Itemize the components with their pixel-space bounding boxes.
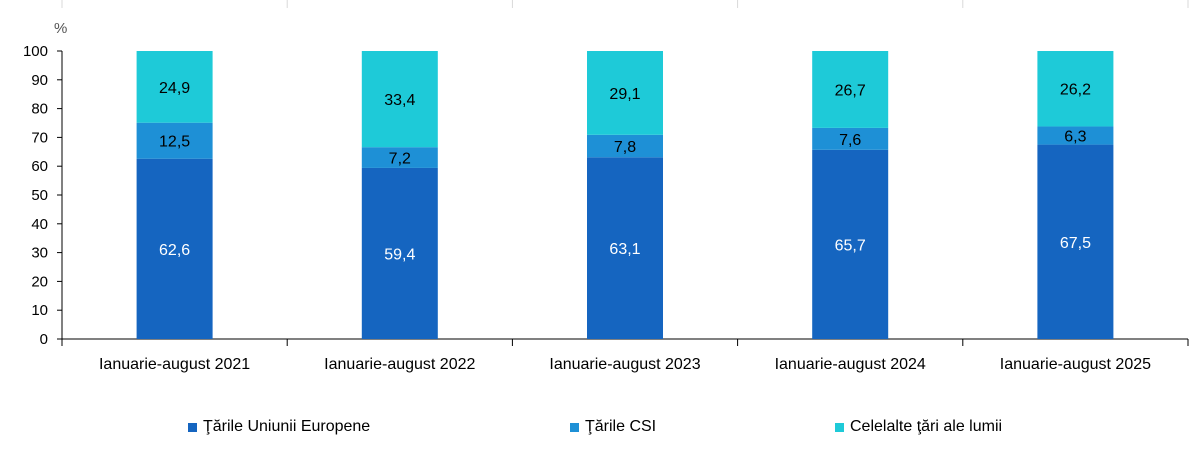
legend-swatch-eu xyxy=(188,422,197,432)
bar-segment xyxy=(587,134,663,158)
x-category-label: Ianuarie-august 2024 xyxy=(775,356,926,373)
legend-label-csi: Ţările CSI xyxy=(585,418,657,435)
chart-legend: Ţările Uniunii Europene Ţările CSI Celel… xyxy=(0,418,1200,442)
data-label: 7,2 xyxy=(389,151,411,168)
bar-segment xyxy=(136,158,213,339)
x-category-label: Ianuarie-august 2025 xyxy=(1000,356,1151,373)
y-tick-label: 70 xyxy=(31,129,48,146)
x-category-label: Ianuarie-august 2021 xyxy=(99,356,250,373)
y-tick-label: 60 xyxy=(31,158,48,175)
y-tick-label: 0 xyxy=(40,331,48,348)
data-label: 65,7 xyxy=(835,237,866,254)
bar-segment xyxy=(812,51,889,128)
data-label: 26,2 xyxy=(1060,82,1091,99)
y-tick-label: 80 xyxy=(31,101,48,118)
x-category-label: Ianuarie-august 2023 xyxy=(549,356,700,373)
bar-segment xyxy=(136,122,213,159)
y-tick-label: 30 xyxy=(31,245,48,262)
bar-segment xyxy=(812,149,889,339)
bar-segment xyxy=(812,127,889,150)
stacked-bar-chart: % 0 10 20 30 40 50 60 70 80 90 100 62,6 12,5 24,9 Ianu… xyxy=(23,0,1189,373)
bar-segment xyxy=(1037,126,1114,145)
legend-item-csi: Ţările CSI xyxy=(570,418,656,436)
data-label: 6,3 xyxy=(1064,129,1086,146)
bar-segment xyxy=(587,51,663,135)
legend-swatch-other xyxy=(835,422,844,432)
legend-swatch-csi xyxy=(570,422,579,432)
legend-item-other: Celelalte ţări ale lumii xyxy=(835,418,1002,436)
data-label: 63,1 xyxy=(609,241,640,258)
data-label: 33,4 xyxy=(384,92,415,109)
legend-item-eu: Ţările Uniunii Europene xyxy=(188,418,370,436)
data-label: 7,8 xyxy=(614,139,636,156)
data-label: 12,5 xyxy=(159,134,190,151)
y-tick-label: 90 xyxy=(31,72,48,89)
data-label: 7,6 xyxy=(839,132,861,149)
data-label: 59,4 xyxy=(384,246,415,263)
y-axis-unit-label: % xyxy=(54,20,67,37)
y-tick-label: 20 xyxy=(31,273,48,290)
y-tick-label: 40 xyxy=(31,216,48,233)
bar-segment xyxy=(1037,51,1114,127)
data-label: 29,1 xyxy=(609,86,640,103)
y-tick-label: 100 xyxy=(23,43,48,60)
bar-segment xyxy=(1037,144,1114,339)
bar-segment xyxy=(136,51,213,123)
legend-label-eu: Ţările Uniunii Europene xyxy=(203,418,371,435)
bar-segment xyxy=(361,167,438,339)
data-label: 62,6 xyxy=(159,242,190,259)
legend-label-other: Celelalte ţări ale lumii xyxy=(850,418,1003,435)
bar-segment xyxy=(587,157,663,339)
data-label: 67,5 xyxy=(1060,235,1091,252)
x-category-label: Ianuarie-august 2022 xyxy=(324,356,475,373)
y-tick-label: 10 xyxy=(31,302,48,319)
bar-segment xyxy=(361,51,438,148)
data-label: 26,7 xyxy=(835,82,866,99)
bar-segment xyxy=(361,147,438,168)
data-label: 24,9 xyxy=(159,80,190,97)
y-tick-label: 50 xyxy=(31,187,48,204)
